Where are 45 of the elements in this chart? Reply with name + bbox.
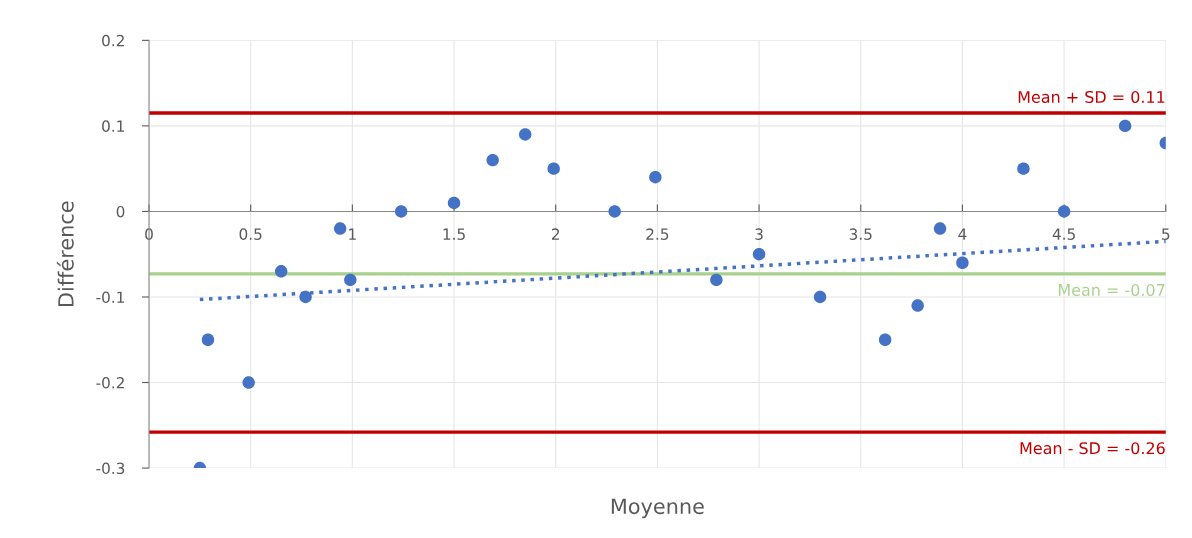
x-tick-label: 1.5: [443, 228, 465, 240]
x-tick-label: 0: [145, 228, 153, 240]
x-tick-label: 2: [551, 228, 560, 240]
point: [608, 205, 621, 218]
point: [1057, 205, 1071, 218]
x-tick-label: 1: [349, 228, 356, 240]
x-tick-label: 0.5: [239, 228, 262, 240]
point: [911, 299, 924, 312]
point: [956, 256, 969, 269]
y-tick-label: -0.2: [96, 376, 124, 389]
point: [649, 171, 662, 184]
ref-line-label: Mean - SD = -0.26: [1020, 442, 1165, 455]
ref-line-label: Mean + SD = 0.11: [1018, 90, 1165, 104]
point: [394, 205, 408, 218]
point: [1017, 162, 1030, 175]
point: [710, 273, 723, 287]
y-tick-label: 0.1: [102, 120, 124, 132]
point: [299, 290, 312, 304]
y-tick-label: 0: [116, 205, 125, 218]
point: [878, 333, 892, 346]
point: [486, 153, 499, 167]
y-tick-label: 0.2: [102, 34, 124, 47]
point: [752, 247, 766, 261]
point: [519, 128, 532, 141]
point: [274, 265, 288, 278]
point: [333, 222, 347, 235]
x-tick-label: 5: [1162, 228, 1170, 240]
y-axis-title: Différence: [56, 201, 74, 307]
x-tick-label: 3: [755, 228, 763, 240]
x-tick-label: 4: [958, 228, 967, 240]
point: [1118, 119, 1132, 133]
x-tick-label: 3.5: [849, 228, 872, 240]
point: [933, 222, 947, 235]
point: [344, 273, 357, 287]
point: [242, 376, 255, 389]
y-tick-label: -0.1: [96, 291, 124, 303]
ref-line-label: Mean = -0.07: [1058, 283, 1165, 296]
point: [201, 333, 215, 346]
y-tick-label: -0.3: [96, 462, 125, 475]
point: [813, 290, 827, 304]
point: [547, 162, 560, 175]
point: [447, 196, 461, 210]
x-tick-label: 4.5: [1052, 228, 1075, 240]
x-axis-title: Moyenne: [611, 498, 704, 519]
x-tick-label: 2.5: [646, 228, 669, 240]
